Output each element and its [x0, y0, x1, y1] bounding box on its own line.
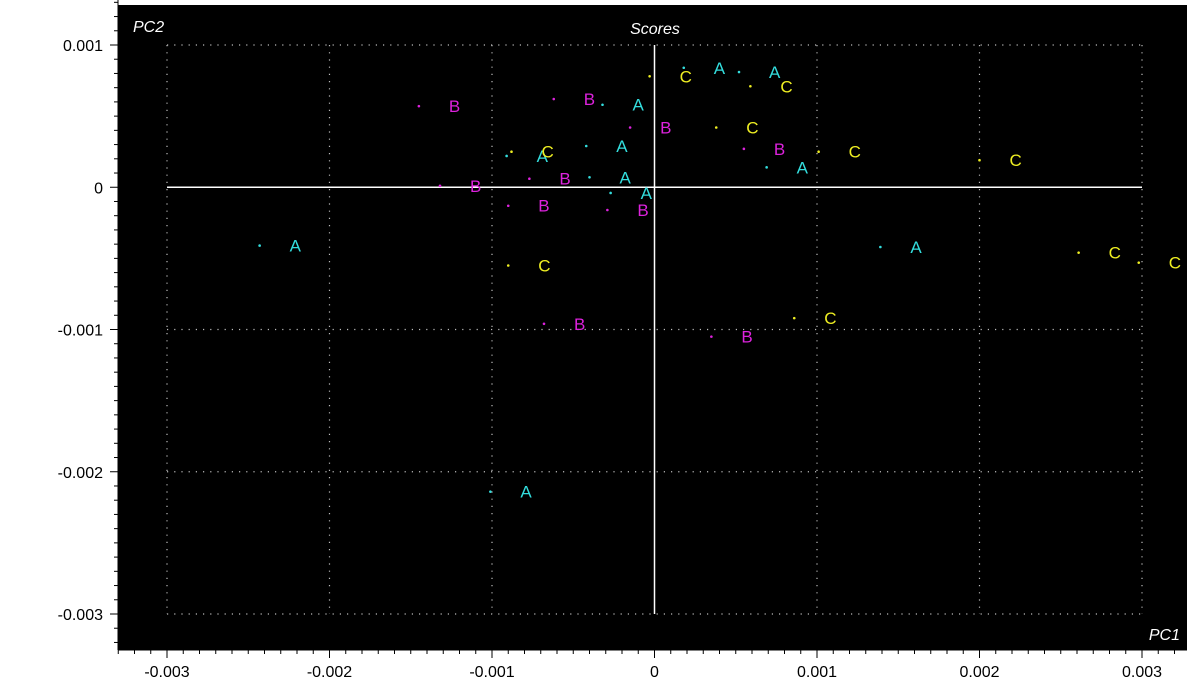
- point-label-c: C: [1010, 151, 1022, 170]
- point-marker-b: [606, 208, 609, 212]
- point-marker-c: [978, 158, 981, 162]
- point-marker-a: [765, 166, 768, 169]
- point-marker-a: [588, 175, 591, 179]
- point-marker-c: [714, 126, 718, 129]
- point-label-c: C: [849, 143, 861, 162]
- point-marker-b: [552, 97, 556, 101]
- point-label-c: C: [746, 119, 758, 138]
- point-marker-c: [510, 150, 513, 153]
- plot-background: [118, 5, 1187, 650]
- axes: -0.003 -0.002 -0.001 0 0.001 0.002 0.003 0.001 0…: [58, 0, 1187, 681]
- point-marker-c: [506, 264, 510, 267]
- point-label-b: B: [741, 328, 752, 347]
- point-label-b: B: [449, 97, 460, 116]
- point-marker-c: [749, 84, 752, 88]
- x-tick-label: 0: [650, 664, 659, 681]
- y-tick-label: -0.002: [58, 465, 103, 482]
- point-label-b: B: [538, 197, 549, 216]
- point-label-b: B: [559, 170, 570, 189]
- point-marker-b: [742, 147, 746, 151]
- point-marker-b: [710, 335, 713, 338]
- x-tick-label: -0.003: [144, 664, 189, 681]
- point-marker-c: [1077, 251, 1080, 254]
- point-marker-a: [258, 244, 261, 247]
- point-label-c: C: [1169, 254, 1181, 273]
- y-axis-title: PC2: [133, 19, 164, 36]
- point-label-b: B: [470, 177, 481, 196]
- x-axis-title: PC1: [1149, 627, 1180, 644]
- point-marker-c: [1137, 261, 1141, 264]
- point-marker-c: [648, 74, 651, 78]
- point-label-c: C: [542, 143, 554, 162]
- point-label-a: A: [290, 237, 302, 256]
- point-marker-a: [879, 245, 882, 249]
- x-tick-label: -0.002: [307, 664, 352, 681]
- point-label-c: C: [824, 309, 836, 328]
- point-marker-c: [792, 316, 796, 320]
- point-label-a: A: [641, 184, 653, 203]
- point-label-c: C: [538, 256, 550, 275]
- point-marker-a: [682, 66, 686, 70]
- point-label-a: A: [797, 158, 809, 177]
- x-tick-label: 0.001: [797, 664, 837, 681]
- point-marker-a: [489, 490, 492, 493]
- point-label-a: A: [769, 63, 781, 82]
- y-tick-label: -0.003: [58, 607, 103, 624]
- y-tick-label: 0: [94, 180, 103, 197]
- point-marker-b: [528, 177, 531, 181]
- point-label-b: B: [774, 140, 785, 159]
- point-label-c: C: [680, 67, 692, 86]
- x-tick-label: -0.001: [469, 664, 514, 681]
- point-marker-c: [817, 150, 820, 153]
- point-label-b: B: [660, 119, 671, 138]
- point-marker-b: [628, 126, 632, 129]
- point-marker-b: [417, 104, 421, 108]
- x-tick-label: 0.002: [959, 664, 999, 681]
- point-marker-b: [506, 204, 510, 208]
- x-tick-label: 0.003: [1122, 664, 1162, 681]
- point-marker-b: [542, 322, 546, 326]
- point-label-a: A: [633, 96, 645, 115]
- point-label-b: B: [574, 315, 585, 334]
- point-label-c: C: [780, 77, 792, 96]
- y-tick-label: -0.001: [58, 323, 103, 340]
- point-label-a: A: [616, 137, 628, 156]
- point-label-b: B: [584, 90, 595, 109]
- chart-title: Scores: [630, 21, 680, 38]
- point-marker-a: [601, 103, 604, 107]
- point-marker-a: [505, 154, 508, 158]
- point-marker-a: [737, 70, 741, 74]
- point-marker-b: [438, 184, 442, 188]
- point-label-a: A: [910, 238, 922, 257]
- point-marker-a: [609, 191, 612, 195]
- point-label-c: C: [1109, 244, 1121, 263]
- point-label-a: A: [620, 168, 632, 187]
- point-marker-a: [584, 144, 588, 148]
- point-label-a: A: [520, 483, 532, 502]
- y-tick-label: 0.001: [63, 38, 103, 55]
- point-label-a: A: [537, 147, 549, 166]
- point-label-a: A: [714, 59, 726, 78]
- point-label-b: B: [637, 201, 648, 220]
